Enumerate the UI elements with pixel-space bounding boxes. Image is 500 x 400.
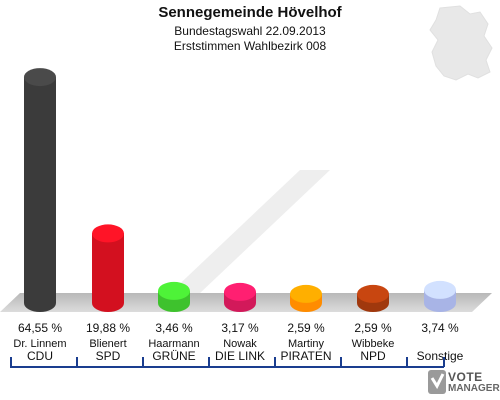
candidate-labels: Dr. Linnem Blienert Haarmann Nowak Martiny Wi… [0, 338, 500, 352]
party-tick [274, 357, 276, 367]
party-tick [406, 357, 408, 367]
value-label: 2,59 % [287, 321, 325, 335]
value-label: 3,74 % [421, 321, 459, 335]
germany-map-icon [429, 5, 493, 81]
value-label: 64,55 % [17, 321, 63, 335]
party-tick [443, 357, 445, 367]
bar-npd [357, 284, 389, 312]
party-tick [340, 357, 342, 367]
party-tick [142, 357, 144, 367]
party-tick [76, 357, 78, 367]
backdrop-stripe [150, 170, 330, 312]
party-label: Sonstige [416, 349, 464, 363]
party-label: DIE LINK [214, 349, 265, 363]
chart-title: Sennegemeinde Hövelhof [158, 4, 342, 21]
value-label: 3,17 % [221, 321, 259, 335]
party-label: CDU [27, 349, 53, 363]
candidate-label: Wibbeke [351, 338, 395, 350]
candidate-label: Martiny [287, 338, 325, 350]
vote-manager-logo [428, 370, 446, 394]
chart-subtitle: Bundestagswahl 22.09.2013 [174, 24, 326, 38]
party-labels: CDU SPD GRÜNE DIE LINK PIRATEN NPD Sonstige [0, 349, 500, 365]
bar-piraten [290, 284, 322, 312]
bar-gr-ne [158, 281, 190, 312]
party-underline [10, 366, 444, 368]
logo-text-manager: MANAGER [448, 383, 500, 394]
candidate-label: Haarmann [148, 338, 200, 350]
value-label: 19,88 % [85, 321, 131, 335]
party-tick [208, 357, 210, 367]
bar-die-linke [224, 282, 256, 312]
value-label: 2,59 % [354, 321, 392, 335]
logo-text-vote: VOTE [448, 370, 483, 384]
party-label: SPD [95, 349, 121, 363]
bar-cdu [24, 68, 56, 312]
value-label: 3,46 % [155, 321, 193, 335]
party-label: PIRATEN [280, 349, 332, 363]
party-tick [10, 357, 12, 367]
party-label: GRÜNE [152, 349, 196, 363]
candidate-label: Dr. Linnem [13, 338, 67, 350]
candidate-label: Nowak [223, 338, 257, 350]
bar-spd [92, 224, 124, 312]
value-labels: 64,55 % 19,88 % 3,46 % 3,17 % 2,59 % 2,59 % 3,… [0, 321, 500, 337]
chart-subtitle-2: Erststimmen Wahlbezirk 008 [173, 39, 327, 53]
party-label: NPD [360, 349, 386, 363]
candidate-label: Blienert [89, 338, 127, 350]
bar-sonstige [424, 280, 456, 312]
